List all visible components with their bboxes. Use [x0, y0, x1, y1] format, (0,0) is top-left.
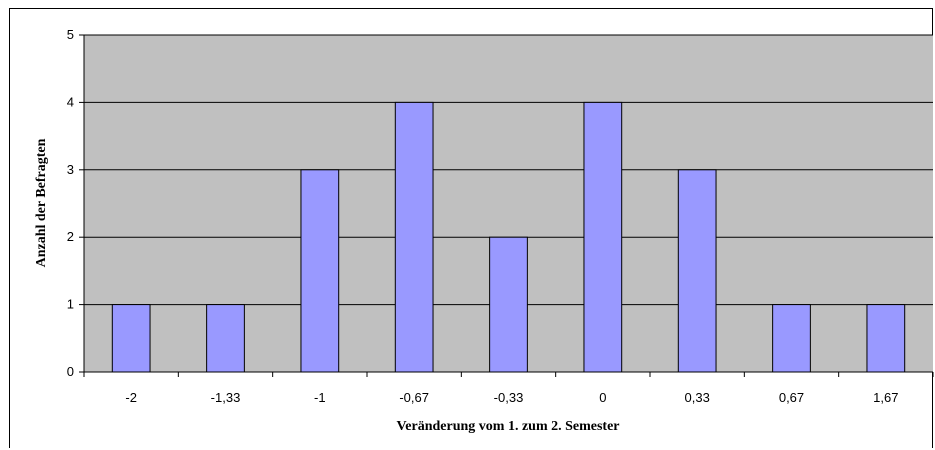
bar: [772, 304, 811, 373]
y-tick-label: 0: [67, 364, 74, 379]
axes: [83, 35, 933, 373]
y-tick-label: 4: [67, 94, 74, 109]
x-tick-label: -0,33: [494, 390, 524, 405]
bar: [300, 169, 340, 373]
y-tick-label: 5: [67, 27, 74, 42]
bar: [677, 169, 717, 373]
bar: [489, 236, 528, 373]
x-tick-label: -2: [125, 390, 137, 405]
bar: [394, 101, 434, 373]
y-tick-label: 1: [67, 297, 74, 312]
y-axis-title: Anzahl der Befragten: [34, 138, 49, 267]
bar: [111, 304, 151, 373]
y-tick-label: 2: [67, 229, 74, 244]
x-tick-label: 0: [599, 390, 606, 405]
x-tick-label: 0,67: [779, 390, 804, 405]
bar: [206, 304, 245, 373]
x-tick-label: -1,33: [211, 390, 241, 405]
x-tick-label: -1: [314, 390, 326, 405]
bars: [111, 101, 906, 373]
x-axis-title: Veränderung vom 1. zum 2. Semester: [396, 419, 619, 434]
x-tick-label: -0,67: [399, 390, 429, 405]
y-tick-labels: 0 1 2 3 4 5: [67, 27, 84, 379]
x-tick-label: 1,67: [873, 390, 898, 405]
x-tick-labels: -2 -1,33 -1 -0,67 -0,33 0 0,33 0,67 1,67: [83, 372, 934, 405]
bar: [583, 101, 623, 373]
x-tick-label: 0,33: [685, 390, 710, 405]
bar: [866, 304, 906, 373]
y-tick-label: 3: [67, 162, 74, 177]
